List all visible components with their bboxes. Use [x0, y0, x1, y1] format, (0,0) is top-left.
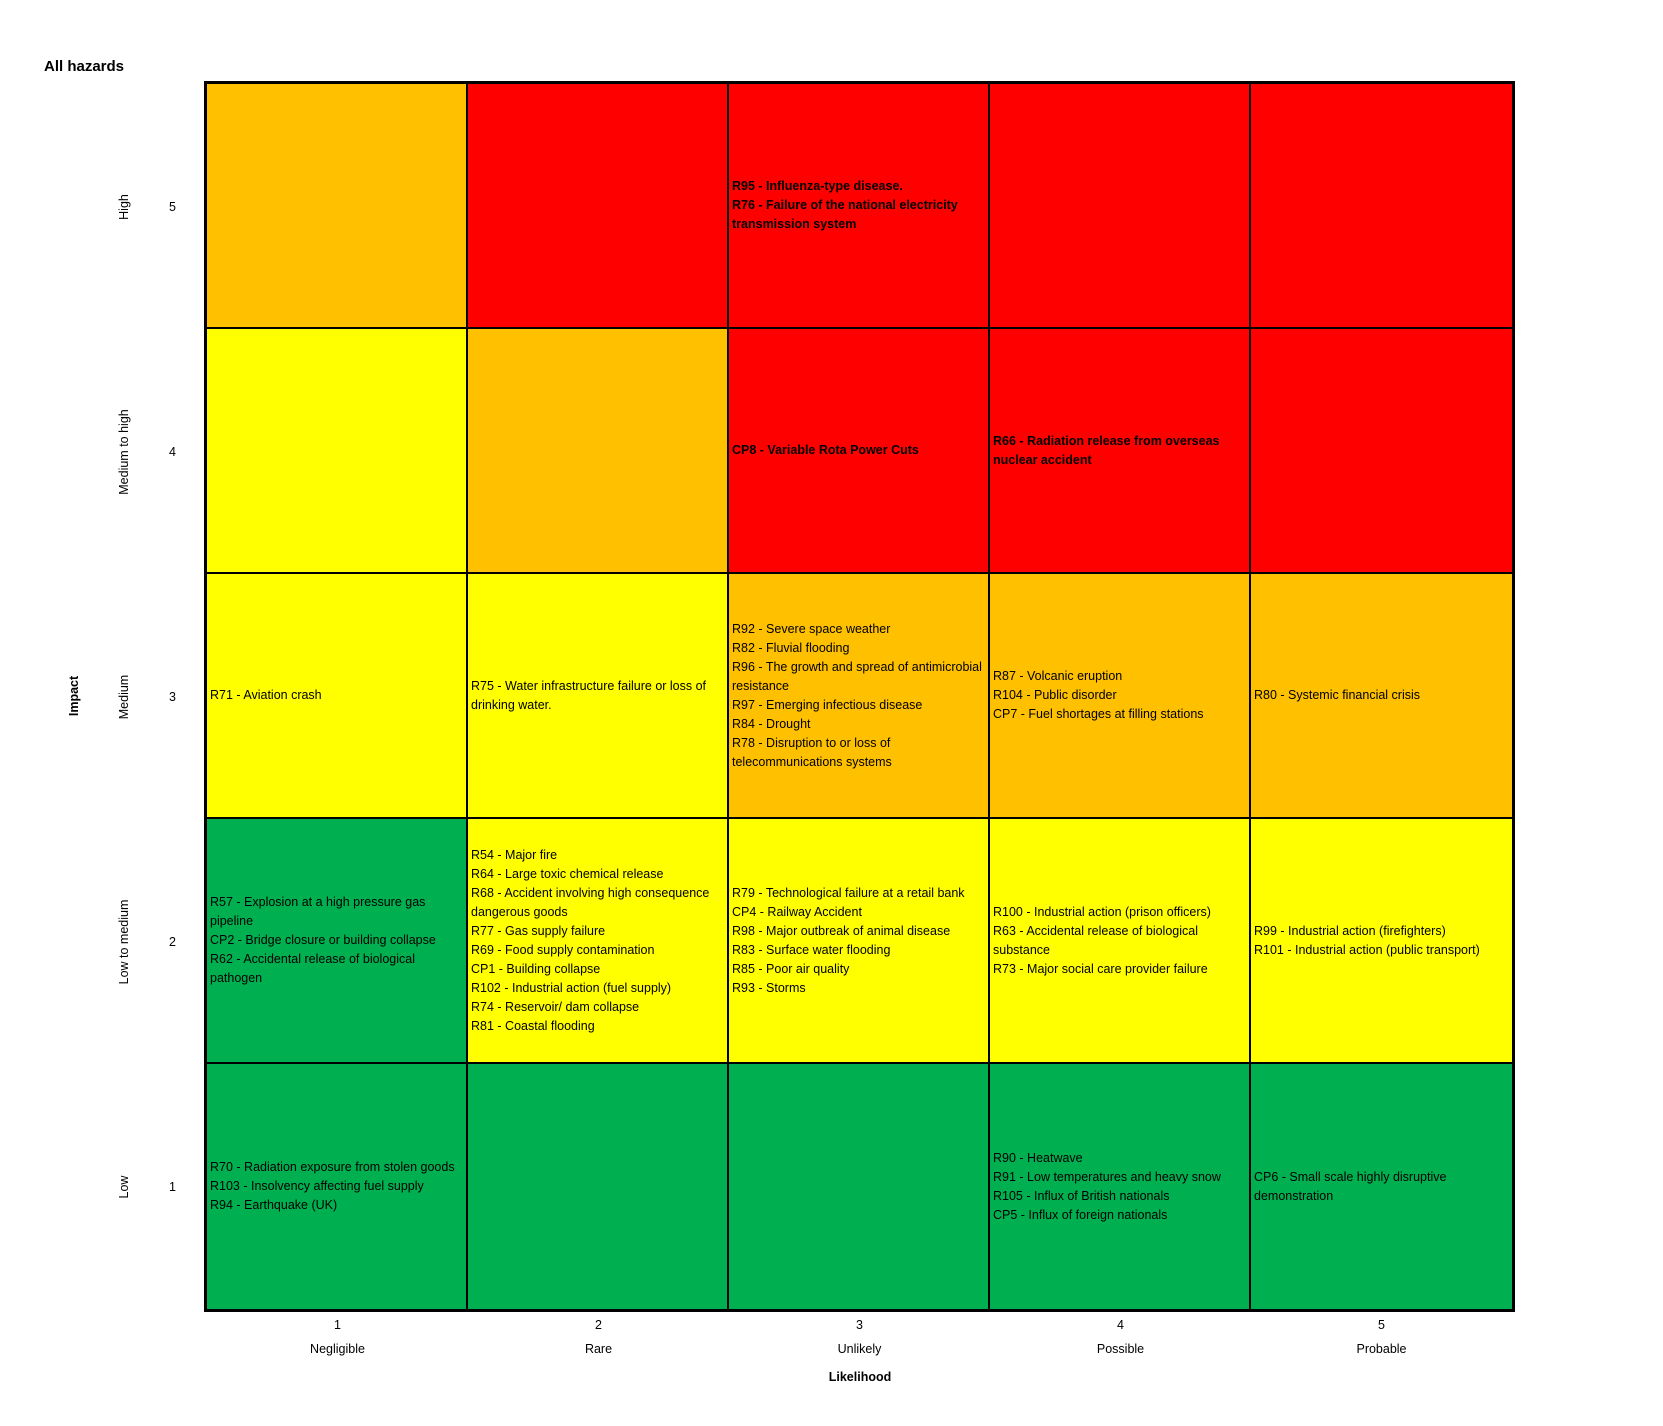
hazard-item: R84 - Drought — [732, 716, 811, 731]
hazard-item: R105 - Influx of British nationals — [993, 1188, 1170, 1203]
hazard-item: CP5 - Influx of foreign nationals — [993, 1207, 1168, 1222]
hazard-item: R95 - Influenza-type disease. — [732, 179, 903, 193]
y-tick-value: 2 — [169, 934, 176, 949]
y-tick-label: Medium — [117, 674, 131, 719]
x-tick-label: Possible — [1096, 1342, 1145, 1356]
hazard-item: R100 - Industrial action (prison officer… — [993, 904, 1211, 919]
matrix-cell-impact5-likelihood4 — [990, 84, 1251, 329]
hazard-item: CP1 - Building collapse — [471, 961, 601, 976]
matrix-cell-impact4-likelihood3: CP8 - Variable Rota Power Cuts — [729, 329, 990, 574]
matrix-cell-impact5-likelihood2 — [468, 84, 729, 329]
matrix-cell-impact4-likelihood4: R66 - Radiation release from overseas nu… — [990, 329, 1251, 574]
hazard-item: R76 - Failure of the national electricit… — [732, 198, 958, 231]
hazard-item: R81 - Coastal flooding — [471, 1018, 595, 1033]
hazard-item: CP6 - Small scale highly disruptive demo… — [1254, 1169, 1447, 1203]
matrix-cell-impact4-likelihood5 — [1251, 329, 1512, 574]
hazard-item: R74 - Reservoir/ dam collapse — [471, 999, 640, 1014]
hazard-item: R101 - Industrial action (public transpo… — [1254, 942, 1480, 957]
y-tick-value: 5 — [169, 199, 176, 214]
hazard-item: R102 - Industrial action (fuel supply) — [471, 980, 672, 995]
hazard-item: CP8 - Variable Rota Power Cuts — [732, 443, 919, 457]
hazard-item: R62 - Accidental release of biological p… — [210, 952, 415, 985]
hazard-item: R85 - Poor air quality — [732, 961, 850, 976]
x-tick-label: Rare — [584, 1342, 613, 1356]
hazard-item: R82 - Fluvial flooding — [732, 640, 850, 655]
hazard-item: R68 - Accident involving high consequenc… — [471, 885, 710, 919]
hazard-item: R80 - Systemic financial crisis — [1254, 688, 1421, 702]
matrix-cell-impact3-likelihood3: R92 - Severe space weather R82 - Fluvial … — [729, 574, 990, 819]
hazard-item: R79 - Technological failure at a retail … — [732, 885, 965, 900]
hazard-item: R98 - Major outbreak of animal disease — [732, 923, 951, 938]
hazard-item: R83 - Surface water flooding — [732, 942, 891, 957]
hazard-item: R78 - Disruption to or loss of telecommu… — [732, 735, 892, 769]
hazard-item: R66 - Radiation release from overseas nu… — [993, 433, 1220, 467]
y-tick-label: High — [117, 193, 131, 220]
y-axis-title: Impact — [67, 675, 81, 717]
hazard-item: R87 - Volcanic eruption — [993, 669, 1123, 683]
x-tick-label: Unlikely — [837, 1342, 882, 1356]
matrix-cell-impact2-likelihood4: R100 - Industrial action (prison officer… — [990, 819, 1251, 1064]
hazard-item: R63 - Accidental release of biological s… — [993, 923, 1198, 957]
matrix-cell-impact3-likelihood1: R71 - Aviation crash — [207, 574, 468, 819]
matrix-cell-impact2-likelihood1: R57 - Explosion at a high pressure gas p… — [207, 819, 468, 1064]
chart-title: All hazards — [44, 58, 125, 75]
hazard-item: R104 - Public disorder — [993, 688, 1117, 702]
hazard-item: R96 - The growth and spread of antimicro… — [732, 659, 982, 693]
risk-matrix-grid: R95 - Influenza-type disease. R76 - Failu… — [204, 81, 1515, 1312]
hazard-item: R77 - Gas supply failure — [471, 923, 606, 938]
matrix-cell-impact1-likelihood1: R70 - Radiation exposure from stolen goo… — [207, 1064, 468, 1309]
x-tick-value: 3 — [856, 1318, 863, 1332]
matrix-cell-impact3-likelihood4: R87 - Volcanic eruption R104 - Public dis… — [990, 574, 1251, 819]
matrix-cell-impact3-likelihood5: R80 - Systemic financial crisis — [1251, 574, 1512, 819]
x-tick-label: Negligible — [310, 1342, 365, 1356]
x-tick-value: 4 — [1117, 1318, 1124, 1332]
hazard-item: R69 - Food supply contamination — [471, 942, 655, 957]
x-tick-value: 5 — [1378, 1318, 1385, 1332]
y-tick-value: 1 — [169, 1179, 176, 1194]
matrix-cell-impact4-likelihood2 — [468, 329, 729, 574]
x-tick-value: 1 — [334, 1318, 341, 1332]
matrix-cell-impact1-likelihood5: CP6 - Small scale highly disruptive demo… — [1251, 1064, 1512, 1309]
matrix-cell-impact1-likelihood3 — [729, 1064, 990, 1309]
hazard-item: R90 - Heatwave — [993, 1150, 1083, 1165]
hazard-item: CP4 - Railway Accident — [732, 904, 862, 919]
hazard-item: R94 - Earthquake (UK) — [210, 1198, 338, 1212]
hazard-item: CP7 - Fuel shortages at filling stations — [993, 707, 1204, 721]
matrix-cell-impact2-likelihood5: R99 - Industrial action (firefighters) R1… — [1251, 819, 1512, 1064]
hazard-item: R92 - Severe space weather — [732, 621, 891, 636]
matrix-cell-impact3-likelihood2: R75 - Water infrastructure failure or lo… — [468, 574, 729, 819]
x-tick-label: Probable — [1356, 1342, 1407, 1356]
matrix-cell-impact1-likelihood2 — [468, 1064, 729, 1309]
x-axis-title: Likelihood — [828, 1370, 892, 1384]
matrix-cell-impact2-likelihood3: R79 - Technological failure at a retail … — [729, 819, 990, 1064]
y-tick-label: Low to medium — [117, 899, 131, 984]
matrix-cell-impact5-likelihood5 — [1251, 84, 1512, 329]
x-tick-value: 2 — [595, 1318, 602, 1332]
hazard-item: R91 - Low temperatures and heavy snow — [993, 1169, 1221, 1184]
y-tick-label: Medium to high — [117, 408, 131, 495]
matrix-cell-impact4-likelihood1 — [207, 329, 468, 574]
y-tick-value: 3 — [169, 689, 176, 704]
y-tick-label: Low — [117, 1175, 131, 1198]
matrix-cell-impact5-likelihood1 — [207, 84, 468, 329]
hazard-item: R103 - Insolvency affecting fuel supply — [210, 1179, 424, 1193]
hazard-item: R93 - Storms — [732, 980, 806, 995]
hazard-item: R71 - Aviation crash — [210, 688, 322, 702]
hazard-item: R99 - Industrial action (firefighters) — [1254, 923, 1446, 938]
hazard-item: R54 - Major fire — [471, 847, 558, 862]
hazard-item: R64 - Large toxic chemical release — [471, 866, 664, 881]
hazard-item: CP2 - Bridge closure or building collaps… — [210, 933, 436, 947]
hazard-item: R70 - Radiation exposure from stolen goo… — [210, 1160, 455, 1174]
y-tick-value: 4 — [169, 444, 176, 459]
hazard-item: R73 - Major social care provider failure — [993, 961, 1208, 976]
hazard-item: R97 - Emerging infectious disease — [732, 697, 923, 712]
matrix-cell-impact1-likelihood4: R90 - Heatwave R91 - Low temperatures and… — [990, 1064, 1251, 1309]
matrix-cell-impact5-likelihood3: R95 - Influenza-type disease. R76 - Failu… — [729, 84, 990, 329]
hazard-item: R75 - Water infrastructure failure or lo… — [471, 678, 707, 712]
matrix-cell-impact2-likelihood2: R54 - Major fire R64 - Large toxic chemic… — [468, 819, 729, 1064]
hazard-item: R57 - Explosion at a high pressure gas p… — [210, 895, 426, 928]
